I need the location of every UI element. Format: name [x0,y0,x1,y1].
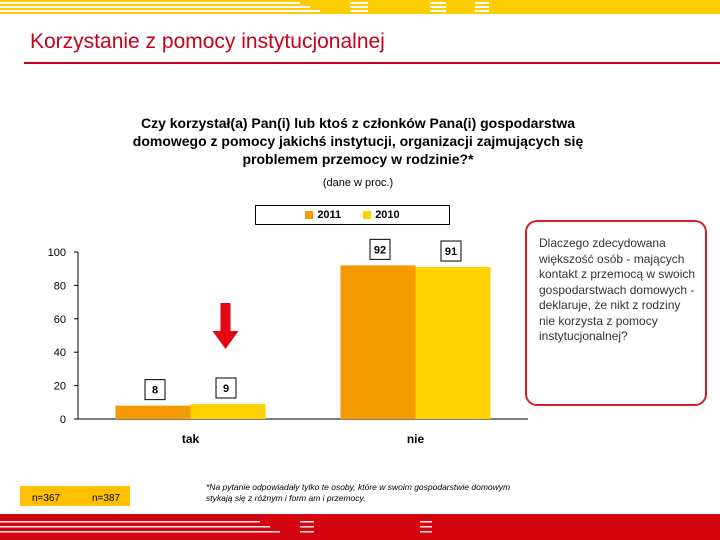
y-tick-label: 80 [54,280,66,292]
legend-swatch-2010 [363,211,372,219]
data-label-box [215,377,237,399]
legend-swatch-2011 [305,211,314,219]
data-label: 9 [223,383,229,395]
stripe-pattern [0,2,489,12]
bottom-brand-stripe [0,514,720,540]
y-tick-label: 20 [54,381,66,393]
y-tick-label: 40 [54,347,66,359]
footnote: *Na pytanie odpowiadały tylko te osoby, … [206,482,511,503]
bar-nie-2010 [415,267,491,419]
x-tick-label: tak [182,432,200,446]
y-tick-label: 0 [60,414,66,426]
data-label: 91 [445,246,457,258]
top-brand-stripe [0,0,720,14]
data-label-box [440,240,462,262]
legend-label-2011: 2011 [317,209,342,221]
y-tick-label: 100 [48,247,66,259]
data-label: 8 [152,385,158,397]
legend-label-2010: 2010 [375,209,400,221]
red-arrow-shaft [220,303,231,333]
data-label: 92 [374,244,386,256]
bottom-stripe-pattern [0,521,432,533]
legend-item-2010: 2010 [363,209,400,221]
x-tick-label: nie [407,432,425,446]
slide-title: Korzystanie z pomocy instytucjonalnej [30,30,385,53]
legend-item-2011: 2011 [305,209,341,221]
bar-nie-2011 [340,265,416,419]
data-label-box [144,379,166,401]
chart-subtitle: (dane w proc.) [322,177,394,189]
y-tick-label: 60 [54,314,66,326]
data-label-box [369,238,391,260]
chart-legend: 2011 2010 [255,205,450,225]
question-callout: Dlaczego zdecydowana większość osób - ma… [525,220,707,406]
sample-size-2011: n=367 [32,493,61,504]
bar-tak-2011 [115,405,191,419]
sample-size-box [20,486,130,506]
callout-text: Dlaczego zdecydowana większość osób - ma… [539,236,696,343]
red-arrow-icon [212,331,239,349]
sample-size-2010: n=387 [92,493,121,504]
chart-title: Czy korzystał(a) Pan(i) lub ktoś z człon… [132,115,584,167]
title-divider [24,62,720,64]
bar-tak-2010 [190,403,266,419]
